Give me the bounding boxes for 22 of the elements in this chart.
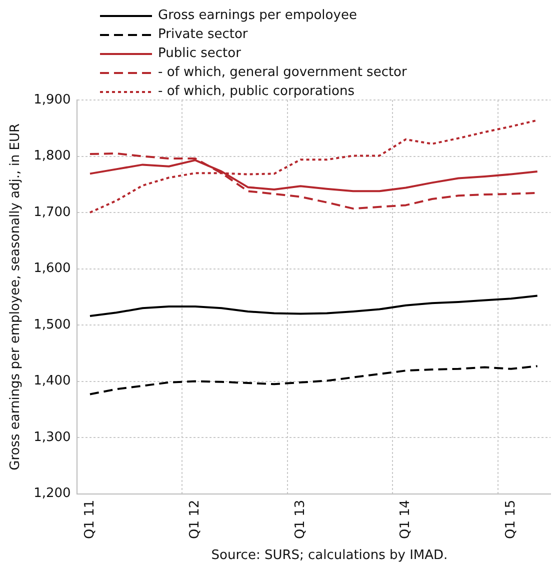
y-tick-label: 1,200 (34, 486, 71, 502)
y-tick-label: 1,300 (34, 430, 71, 445)
y-tick-label: 1,600 (34, 261, 71, 276)
line-series (88, 119, 538, 214)
y-tick-label: 1,900 (34, 92, 71, 108)
line-series (88, 365, 538, 396)
legend-label: - of which, general government sector (158, 65, 407, 80)
x-tick-label: Q1 11 (82, 500, 98, 540)
y-tick-label: 1,500 (34, 317, 71, 332)
x-tick-label: Q1 13 (292, 500, 308, 540)
y-tick-label: 1,800 (34, 148, 71, 164)
y-axis-title: Gross earnings per employee, seasonally adj., in EUR (8, 123, 24, 470)
y-tick-label: 1,700 (34, 204, 71, 220)
legend-label: - of which, public corporations (158, 84, 355, 99)
y-tick-label: 1,400 (34, 374, 71, 389)
legend-label: Public sector (158, 46, 241, 61)
x-tick-label: Q1 15 (503, 500, 518, 540)
legend-label: Private sector (158, 27, 248, 42)
source-note: Source: SURS; calculations by IMAD. (210, 548, 449, 563)
x-tick-label: Q1 12 (188, 500, 203, 540)
legend-label: Gross earnings per empoloyee (158, 8, 357, 23)
x-tick-label: Q1 14 (398, 500, 414, 540)
